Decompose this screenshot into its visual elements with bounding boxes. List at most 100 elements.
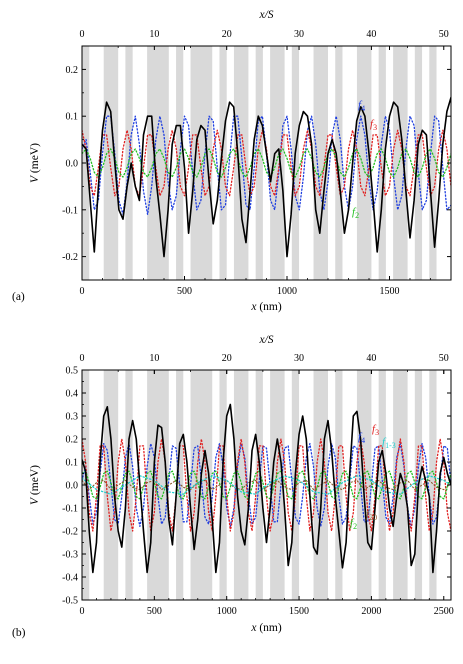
shaded-band [103,370,119,600]
y-tick-label: -0.1 [62,504,78,515]
series-line-total [82,96,451,258]
y-tick-label: -0.3 [62,550,78,561]
y-axis-title-unit: (meV) [29,465,41,498]
y-tick-label: 0.4 [66,389,79,400]
series-line-f2 [82,148,451,178]
x-tick-label: 500 [147,606,162,617]
series-line-f2 [82,470,451,500]
series-label-sub: 3 [375,428,379,437]
y-tick-label: 0.5 [66,366,79,377]
shaded-band [125,370,133,600]
series-label-f3: f3 [372,423,379,437]
shaded-band [429,370,437,600]
shaded-band [393,46,408,280]
x-axis-title-var: x [250,622,257,634]
shaded-band [429,46,437,280]
x-tick-label: 0 [80,606,85,617]
series-line-f4 [82,442,451,528]
series-line-f1-3 [82,475,451,495]
shaded-bands [82,46,437,280]
series-label-sub: 2 [355,211,359,220]
x2-tick-label: 20 [222,29,232,40]
series-label-base: f [382,436,387,448]
x-tick-label: 2000 [361,606,381,617]
x2-axis: 0 10 20 30 40 50 [80,29,449,50]
series-label-f1-3: f1-3 [382,436,396,450]
x2-tick-label: 10 [149,29,159,40]
x2-tick-label: 20 [222,353,232,364]
series-label-base: f [358,431,363,443]
x-tick-label: 1000 [277,286,297,297]
x2-tick-label: 10 [149,353,159,364]
shaded-band [270,46,285,280]
series-label-base: f [370,118,375,130]
x2-axis-title: x/S [258,334,273,346]
x2-tick-label: 40 [366,29,376,40]
series-line-f3 [82,129,451,197]
series-label-f2: f2 [352,206,359,220]
x2-tick-label: 50 [439,353,449,364]
shaded-band [190,46,213,280]
x2-tick-label: 40 [366,353,376,364]
x2-tick-label: 50 [439,29,449,40]
y-axis-title-var: V [29,496,41,505]
shaded-band [335,46,343,280]
x-tick-label: 1000 [217,606,237,617]
x2-tick-label: 30 [294,29,304,40]
x2-axis-title: x/S [258,9,273,21]
x-tick-label: 500 [177,286,192,297]
series-label-sub: 4 [361,436,365,445]
x-axis-title: x (nm) [250,622,282,634]
panel-a: 0 500 1000 1500 0 10 20 30 40 50 -0.2 -0.1 0.0 0.1 0.2… [12,9,452,313]
x-axis: 0 500 1000 1500 2000 2500 [80,370,454,617]
y-tick-label: 0.0 [66,481,79,492]
y-tick-label: 0.0 [66,159,79,170]
y-tick-label: -0.1 [62,205,78,216]
shaded-band [414,46,423,280]
series-group [82,96,451,258]
series-label-base: f [358,99,363,111]
x-axis-title-unit: (nm) [256,301,281,313]
shaded-band [147,46,169,280]
shaded-band [190,370,213,600]
y-tick-label: -0.5 [62,596,78,607]
x-tick-label: 1500 [289,606,309,617]
y-tick-label: 0.3 [66,412,79,423]
x-axis-title: x (nm) [250,301,282,313]
x-tick-label: 1500 [380,286,400,297]
series-label-f2: f2 [350,517,357,531]
y-tick-label: 0.1 [66,458,79,469]
y-axis: -0.2 -0.1 0.0 0.1 0.2 [62,65,451,263]
shaded-band [233,46,249,280]
shaded-band [393,370,408,600]
series-label-base: f [366,508,371,520]
series-label-sub: 4 [361,104,365,113]
series-label-sub: 1-3 [385,441,396,450]
y-tick-label: 0.2 [66,435,79,446]
series-label-sub: 3 [373,123,377,132]
series-label-base: f [352,206,357,218]
series-label-base: f [350,517,355,529]
x2-axis: 0 10 20 30 40 50 [80,353,449,374]
series-label-f20: f20 [366,508,377,522]
series-label-sub: 20 [369,513,377,522]
y-axis: -0.5 -0.4 -0.3 -0.2 -0.1 0.0 0.1 0.2 0.3 0.4 0.5 [62,366,451,607]
y-axis-title: V (meV) [29,465,41,505]
x-axis-title-unit: (nm) [256,622,281,634]
shaded-band [255,46,263,280]
series-label-f3: f3 [370,118,377,132]
shaded-band [378,46,386,280]
x-axis: 0 500 1000 1500 [80,46,452,297]
y-axis-title-unit: (meV) [29,143,41,176]
series-label-f4: f4 [358,99,365,113]
y-axis-title: V (meV) [29,143,41,183]
shaded-band [219,370,227,600]
series-group [82,403,451,574]
series-label-base: f [372,423,377,435]
y-axis-title-var: V [29,174,41,183]
x2-tick-label: 30 [294,353,304,364]
y-tick-label: 0.2 [66,65,79,76]
x-axis-title-var: x [250,301,257,313]
